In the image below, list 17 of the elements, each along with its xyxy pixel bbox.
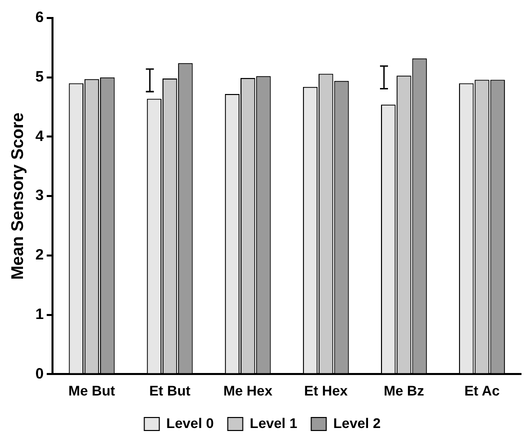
x-tick-label: Me Bz <box>384 382 424 398</box>
x-tick-label: Et Ac <box>464 382 500 398</box>
y-axis-title: Mean Sensory Score <box>8 112 27 280</box>
x-tick-label: Et But <box>149 382 191 398</box>
y-tick-label: 0 <box>35 365 44 382</box>
y-tick-label: 4 <box>35 128 44 145</box>
legend-label: Level 2 <box>333 414 381 431</box>
y-tick-label: 2 <box>35 246 44 264</box>
y-tick-label: 5 <box>35 68 44 86</box>
y-tick-label: 1 <box>35 306 44 323</box>
y-tick-label: 6 <box>35 9 44 26</box>
x-tick-label: Et Hex <box>304 382 348 398</box>
legend-label: Level 1 <box>250 414 298 431</box>
legend-label: Level 0 <box>166 414 214 431</box>
x-tick-label: Me But <box>68 382 116 398</box>
x-tick-label: Me Hex <box>223 382 273 398</box>
y-tick-label: 3 <box>35 187 44 204</box>
